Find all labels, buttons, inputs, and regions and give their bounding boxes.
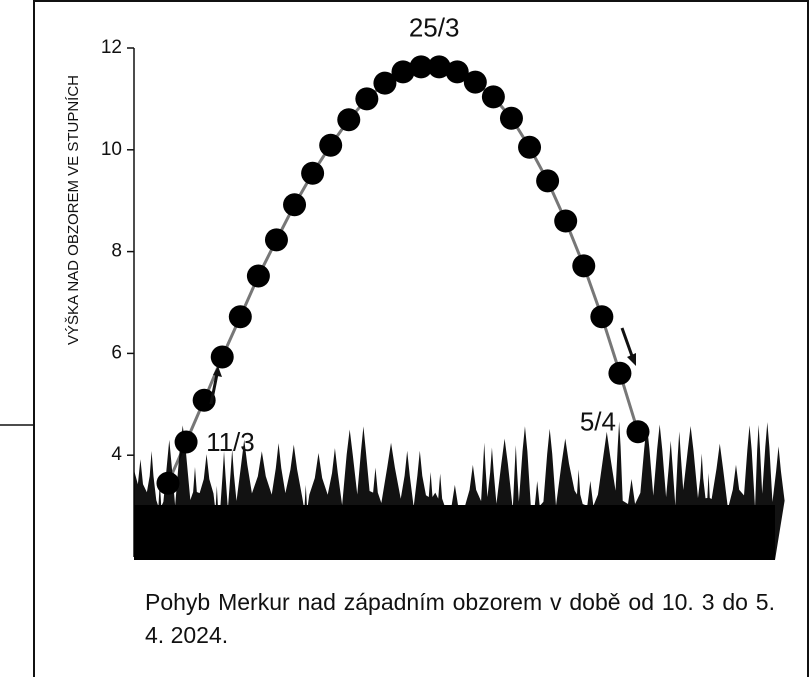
- y-tick-label: 6: [111, 342, 122, 363]
- point: [355, 87, 378, 110]
- y-tick-label: 10: [101, 139, 122, 160]
- point: [283, 193, 306, 216]
- point: [175, 430, 198, 453]
- point: [572, 254, 595, 277]
- arrow: [622, 328, 632, 356]
- point: [265, 228, 288, 251]
- point-label: 11/3: [206, 427, 255, 457]
- point: [337, 108, 360, 131]
- point: [301, 162, 324, 185]
- point: [518, 136, 541, 159]
- caption: Pohyb Merkur nad západním obzorem v době…: [145, 586, 775, 652]
- frame: [34, 1, 808, 677]
- point: [229, 305, 252, 328]
- point: [482, 85, 505, 108]
- point-label: 5/4: [580, 407, 616, 437]
- page: VÝŠKA NAD OBZOREM VE STUPNÍCH 4 6 8 10 12 11…: [0, 0, 812, 677]
- y-tick-label: 4: [111, 444, 122, 465]
- forest-base: [134, 505, 775, 560]
- point: [464, 71, 487, 94]
- point: [247, 265, 270, 288]
- y-tick-label: 8: [111, 241, 122, 262]
- y-tick-label: 12: [101, 37, 122, 58]
- point: [608, 362, 631, 385]
- line: [168, 67, 638, 483]
- point: [590, 305, 613, 328]
- point: [554, 210, 577, 233]
- plot: 4 6 8 10 12: [101, 37, 785, 560]
- point: [536, 169, 559, 192]
- chart: VÝŠKA NAD OBZOREM VE STUPNÍCH 4 6 8 10 12 11…: [0, 0, 812, 677]
- y-axis-label: VÝŠKA NAD OBZOREM VE STUPNÍCH: [65, 75, 82, 345]
- point: [211, 345, 234, 368]
- point-label: 25/3: [409, 13, 460, 43]
- point: [319, 134, 342, 157]
- point: [500, 107, 523, 130]
